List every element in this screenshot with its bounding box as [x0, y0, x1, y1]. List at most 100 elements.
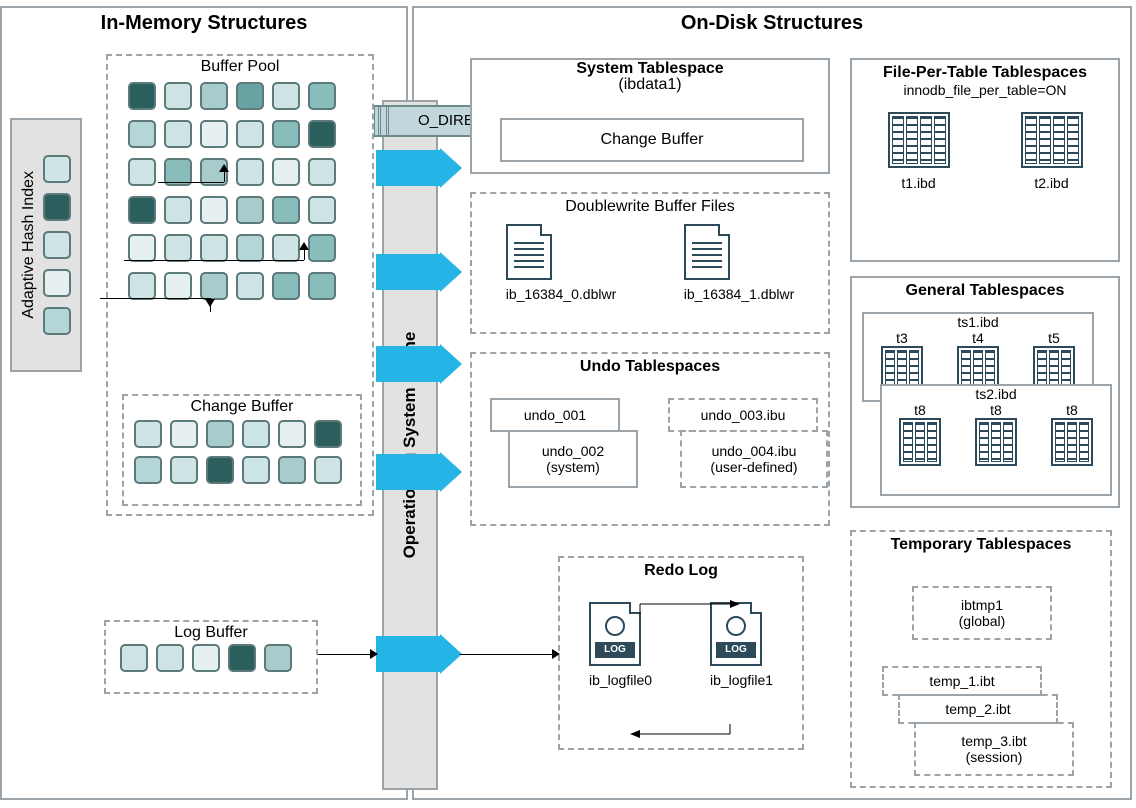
block-row	[128, 234, 372, 262]
buffer-block	[164, 196, 192, 224]
log-buffer-block	[192, 644, 220, 672]
temp-session-1: temp_1.ibt	[882, 666, 1042, 696]
ahi-block	[43, 307, 71, 335]
doublewrite-panel: Doublewrite Buffer Files ib_16384_0.dblw…	[470, 192, 830, 334]
temporary-panel: Temporary Tablespaces ibtmp1 (global) te…	[850, 530, 1112, 788]
redo-cycle-arrow	[600, 594, 770, 744]
table-file-icon	[1051, 418, 1093, 466]
buffer-block	[206, 420, 234, 448]
log-buffer-block	[228, 644, 256, 672]
block-row	[134, 456, 360, 484]
buffer-block	[278, 456, 306, 484]
log-buffer-block	[120, 644, 148, 672]
doublewrite-file-1: ib_16384_1.dblwr	[684, 286, 795, 302]
buffer-block	[128, 234, 156, 262]
redo-connector-head	[552, 649, 560, 659]
change-buffer-panel: Change Buffer	[122, 394, 362, 506]
buffer-block	[200, 82, 228, 110]
ts1-t0: t3	[881, 330, 923, 346]
general-tablespaces-panel: General Tablespaces ts1.ibd t3 t4 t5 ts2…	[850, 276, 1120, 508]
flow-arrow-2	[376, 254, 440, 290]
block-row	[128, 82, 372, 110]
block-row	[128, 272, 372, 300]
o-direct-prebar	[378, 106, 381, 136]
log-buffer-row	[120, 644, 316, 672]
os-cache-bar: Operationing System Cache	[382, 100, 438, 790]
ts2-t2: t8	[1051, 402, 1093, 418]
buffer-block	[236, 158, 264, 186]
fpt-file: t2.ibd	[1021, 112, 1083, 191]
document-icon	[684, 224, 730, 280]
change-buffer-grid	[134, 420, 360, 484]
ahi-label: Adaptive Hash Index	[21, 171, 38, 319]
buffer-block	[200, 196, 228, 224]
buffer-block	[314, 420, 342, 448]
fpt-file0: t1.ibd	[888, 175, 950, 191]
flow-arrow-3	[376, 346, 440, 382]
buffer-block	[314, 456, 342, 484]
bp-internal-line-2	[124, 260, 304, 261]
buffer-block	[164, 234, 192, 262]
document-icon	[506, 224, 552, 280]
buffer-block	[278, 420, 306, 448]
o-direct-prebar	[386, 106, 389, 136]
flow-arrow-1-head	[440, 148, 462, 188]
file-per-table-panel: File-Per-Table Tablespaces innodb_file_p…	[850, 58, 1120, 262]
ahi-block	[43, 269, 71, 297]
system-tablespace: System Tablespace (ibdata1) Change Buffe…	[470, 58, 830, 174]
log-connector	[318, 654, 376, 655]
ahi-block	[43, 193, 71, 221]
buffer-block	[128, 82, 156, 110]
buffer-block	[308, 158, 336, 186]
buffer-block	[272, 120, 300, 148]
bp-internal-line-1	[158, 182, 224, 183]
flow-arrow-5	[376, 636, 440, 672]
diagram-root: In-Memory Structures On-Disk Structures …	[0, 0, 1136, 808]
doublewrite-title: Doublewrite Buffer Files	[472, 194, 828, 216]
buffer-block	[170, 456, 198, 484]
adaptive-hash-index: Adaptive Hash Index	[10, 118, 82, 372]
log-buffer-title: Log Buffer	[106, 622, 316, 644]
buffer-block	[308, 120, 336, 148]
undo-system-1: undo_001	[490, 398, 620, 432]
buffer-block	[308, 272, 336, 300]
undo-title: Undo Tablespaces	[472, 354, 828, 376]
undo-item: undo_001	[524, 407, 586, 423]
buffer-block	[272, 82, 300, 110]
log-buffer-panel: Log Buffer	[104, 620, 318, 694]
buffer-block	[272, 196, 300, 224]
ts2-t1: t8	[975, 402, 1017, 418]
buffer-block	[206, 456, 234, 484]
table-file-icon	[975, 418, 1017, 466]
log-buffer-block	[156, 644, 184, 672]
flow-arrow-4-head	[440, 452, 462, 492]
general-title: General Tablespaces	[852, 278, 1118, 300]
buffer-block	[128, 158, 156, 186]
buffer-block	[170, 420, 198, 448]
buffer-pool-grid	[128, 82, 372, 300]
table-file-icon	[888, 112, 950, 168]
buffer-block	[272, 234, 300, 262]
undo-item: undo_002	[542, 443, 604, 459]
bp-internal-line-3v	[210, 298, 211, 312]
ts2-name: ts2.ibd	[882, 386, 1110, 402]
undo-panel: Undo Tablespaces undo_001 undo_002 (syst…	[470, 352, 830, 526]
buffer-block	[308, 196, 336, 224]
log-buffer-block	[264, 644, 292, 672]
buffer-block	[242, 420, 270, 448]
system-ts-change-buffer: Change Buffer	[500, 118, 804, 162]
redo-connector	[460, 654, 558, 655]
undo-item: undo_004.ibu	[712, 443, 797, 459]
undo-caption: (user-defined)	[710, 459, 797, 475]
buffer-block	[236, 234, 264, 262]
ts1-name: ts1.ibd	[864, 314, 1092, 330]
in-memory-title: In-Memory Structures	[2, 8, 406, 39]
redo-panel: Redo Log LOG ib_logfile0 LOG ib_logfile1	[558, 556, 804, 750]
table-file-icon	[1021, 112, 1083, 168]
doublewrite-file: ib_16384_0.dblwr	[506, 224, 617, 302]
doublewrite-files: ib_16384_0.dblwr ib_16384_1.dblwr	[472, 224, 828, 302]
bp-internal-line-2v	[304, 243, 305, 260]
temp-global-cap: (global)	[959, 613, 1006, 629]
buffer-block	[308, 234, 336, 262]
ts2-box: ts2.ibd t8 t8 t8	[880, 384, 1112, 496]
